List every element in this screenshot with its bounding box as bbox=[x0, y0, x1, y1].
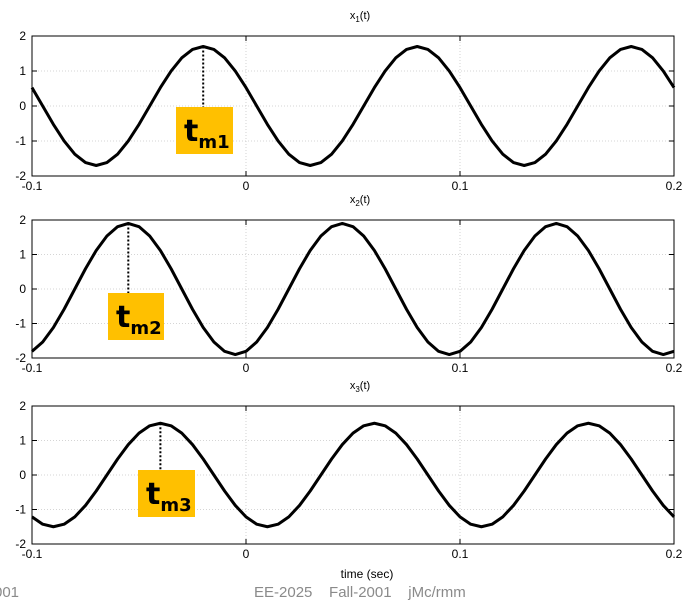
x-tick-label: 0.2 bbox=[666, 361, 683, 375]
subplot-title-x1: x1(t) bbox=[350, 10, 370, 24]
y-tick-label: 1 bbox=[19, 434, 26, 448]
y-tick-label: -1 bbox=[15, 134, 26, 148]
series-line-x2 bbox=[31, 221, 675, 357]
x-tick-label: 0.2 bbox=[666, 179, 683, 193]
y-tick-label: 2 bbox=[19, 399, 26, 413]
x-tick-label: 0 bbox=[243, 179, 250, 193]
footer-center-text: EE-2025 Fall-2001 jMc/rmm bbox=[254, 584, 466, 601]
subplot-title-x3: x3(t) bbox=[350, 380, 370, 394]
x-tick-label: -0.1 bbox=[22, 361, 43, 375]
y-tick-label: -1 bbox=[15, 503, 26, 517]
y-tick-label: -2 bbox=[15, 351, 26, 365]
y-tick-label: 1 bbox=[19, 64, 26, 78]
x-tick-label: 0 bbox=[243, 361, 250, 375]
y-tick-label: 0 bbox=[19, 282, 26, 296]
x-tick-label: 0.1 bbox=[452, 179, 469, 193]
peak-label-box-x2 bbox=[108, 293, 164, 340]
x-tick-label: -0.1 bbox=[22, 179, 43, 193]
y-tick-label: 2 bbox=[19, 29, 26, 43]
x-tick-label: -0.1 bbox=[22, 547, 43, 561]
y-tick-label: -2 bbox=[15, 537, 26, 551]
x-tick-label: 0.2 bbox=[666, 547, 683, 561]
peak-label-x2: tm2 bbox=[116, 300, 162, 339]
y-tick-label: 0 bbox=[19, 468, 26, 482]
x-tick-label: 0.1 bbox=[452, 361, 469, 375]
series-line-x3 bbox=[31, 421, 676, 529]
series-line-x1 bbox=[30, 45, 676, 167]
peak-label-x1: tm1 bbox=[184, 114, 230, 153]
x-axis-label: time (sec) bbox=[341, 567, 394, 581]
x-tick-label: 0.1 bbox=[452, 547, 469, 561]
subplot-title-x2: x2(t) bbox=[350, 194, 370, 208]
y-tick-label: 0 bbox=[19, 99, 26, 113]
y-tick-label: -2 bbox=[15, 169, 26, 183]
y-tick-label: 1 bbox=[19, 248, 26, 262]
peak-label-box-x1 bbox=[176, 107, 233, 154]
x-tick-label: 0 bbox=[243, 547, 250, 561]
y-tick-label: 2 bbox=[19, 213, 26, 227]
peak-label-box-x3 bbox=[138, 470, 195, 517]
footer-left-text: 001 bbox=[0, 584, 20, 601]
y-tick-label: -1 bbox=[15, 317, 26, 331]
peak-label-x3: tm3 bbox=[146, 477, 192, 516]
